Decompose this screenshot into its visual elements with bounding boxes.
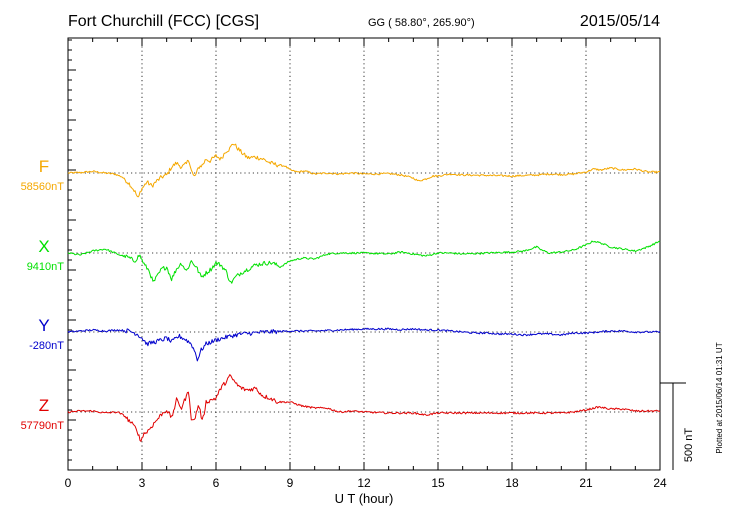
series-name-y: Y (38, 316, 49, 335)
series-name-z: Z (39, 396, 49, 415)
trace-z (67, 374, 661, 442)
x-tick-label-6: 6 (213, 476, 220, 490)
series-baselines (68, 172, 660, 413)
station-coordinates: GG ( 58.80°, 265.90°) (368, 17, 475, 29)
plot-frame (67, 37, 661, 471)
chart-date: 2015/05/14 (580, 13, 660, 30)
plotted-note: Plotted at 2015/06/14 01:31 UT (715, 342, 724, 453)
x-tick-label-9: 9 (287, 476, 294, 490)
series-baseline-label-z: 57790nT (21, 420, 65, 432)
x-axis-label: U T (hour) (335, 491, 394, 506)
series-baseline-label-f: 58560nT (21, 181, 65, 193)
trace-f (67, 143, 661, 198)
series-baseline-label-x: 9410nT (27, 261, 65, 273)
x-tick-label-24: 24 (653, 476, 667, 490)
series-labels: F 58560nT X 9410nT Y -280nT Z 57790nT (21, 157, 65, 432)
series-traces (67, 143, 661, 442)
x-tick-label-21: 21 (579, 476, 593, 490)
trace-y (67, 327, 661, 362)
x-tick-label-15: 15 (431, 476, 445, 490)
series-baseline-label-y: -280nT (29, 340, 64, 352)
scale-bar-label: 500 nT (683, 428, 695, 463)
axis-ticks (67, 38, 661, 471)
trace-x (67, 240, 661, 284)
station-title: Fort Churchill (FCC) [CGS] (68, 13, 259, 30)
scale-bar: 500 nT (660, 382, 695, 470)
series-name-x: X (38, 237, 49, 256)
x-tick-labels: 0 3 6 9 12 15 18 21 24 (65, 476, 667, 490)
x-tick-label-3: 3 (139, 476, 146, 490)
vertical-grid (141, 38, 587, 470)
series-name-f: F (39, 157, 49, 176)
x-tick-label-18: 18 (505, 476, 519, 490)
x-tick-label-0: 0 (65, 476, 72, 490)
x-tick-label-12: 12 (357, 476, 371, 490)
